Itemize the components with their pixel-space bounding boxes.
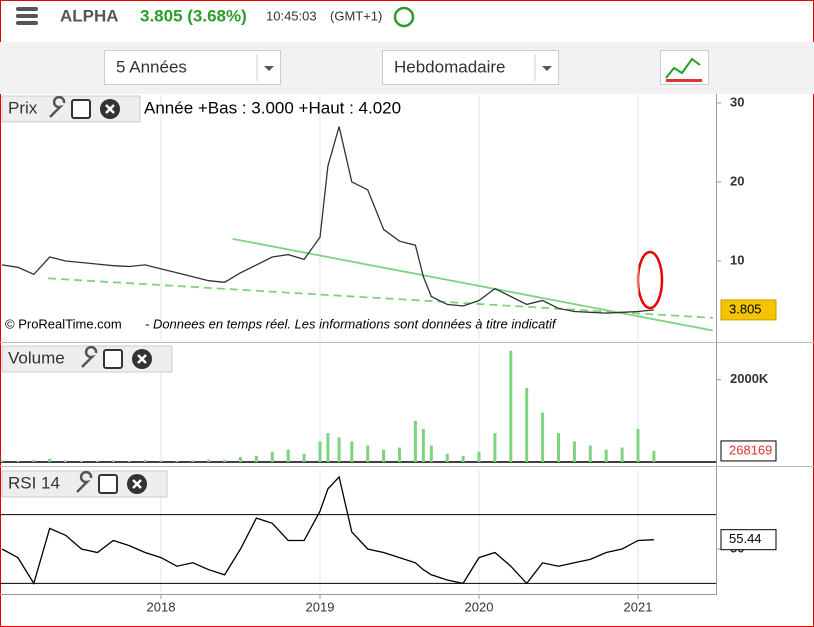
wrench-icon[interactable]: [49, 95, 66, 118]
volume-bar: [366, 445, 370, 462]
x-tick-label: 2021: [624, 599, 653, 614]
subtitle: Année +Bas : 3.000 +Haut : 4.020: [144, 98, 401, 117]
volume-bar: [207, 459, 211, 462]
volume-bar: [557, 433, 560, 462]
volume-bar: [64, 460, 68, 462]
last-value-tag: [720, 440, 777, 462]
volume-bar: [636, 429, 640, 462]
volume-bar: [337, 437, 341, 462]
line: [1, 126, 654, 314]
volume-bar: [254, 455, 258, 462]
interval: Hebdomadaire: [394, 57, 506, 76]
volume-bar: [175, 460, 179, 462]
annotation: - Donnees en temps réel. Les information…: [145, 316, 557, 331]
volume-bar: [191, 460, 195, 462]
volume-bar: [493, 433, 497, 462]
clock-icon[interactable]: [393, 6, 415, 28]
volume-bar: [48, 458, 52, 462]
x-tick-label: 2020: [465, 599, 494, 614]
volume-bar: [111, 460, 115, 462]
volume-bar: [413, 420, 417, 462]
y-tick-label: 30: [730, 94, 744, 109]
panel-title: RSI 14: [8, 473, 60, 492]
volume-bar: [382, 449, 386, 462]
volume-bar: [302, 453, 306, 462]
last-value: 268169: [729, 442, 772, 457]
quote: 3.805 (3.68%): [140, 6, 247, 25]
last-value-tag: [720, 529, 777, 551]
volume-bar: [318, 441, 322, 462]
volume-bar: [16, 460, 20, 462]
volume-bar: [398, 447, 401, 462]
volume-bar: [541, 412, 545, 462]
volume-bar: [270, 451, 274, 462]
last-value-tag: [720, 299, 777, 321]
trendline: [48, 277, 713, 319]
volume-bar: [525, 387, 529, 462]
line: [1, 475, 654, 585]
volume-bar: [223, 459, 227, 462]
volume-bar: [588, 445, 592, 462]
close-cross: [137, 354, 147, 364]
volume-bar: [445, 453, 449, 462]
x-tick-label: 2019: [306, 599, 335, 614]
trendline: [232, 237, 713, 332]
hamburger[interactable]: [16, 7, 38, 25]
last-value: 3.805: [729, 301, 762, 316]
period-select[interactable]: [104, 50, 281, 85]
wrench-icon[interactable]: [76, 470, 93, 493]
volume-bar: [620, 447, 624, 462]
y-tick-label: 2000K: [730, 371, 769, 386]
symbol: ALPHA: [60, 6, 119, 25]
volume-bar: [421, 429, 425, 462]
interval-select[interactable]: [382, 50, 559, 85]
volume-bar: [239, 457, 242, 462]
volume-bar: [461, 455, 465, 462]
volume-bar: [32, 459, 36, 462]
volume-bar: [143, 459, 147, 462]
volume-bar: [604, 449, 608, 462]
annotation: © ProRealTime.com: [5, 316, 122, 331]
volume-bar: [509, 350, 513, 462]
volume-bar: [652, 450, 656, 462]
timezone: (GMT+1): [330, 8, 382, 23]
period: 5 Années: [116, 57, 187, 76]
volume-bar: [286, 449, 290, 462]
indicator-button[interactable]: [660, 50, 709, 85]
window-icon[interactable]: [98, 474, 118, 494]
volume-bar: [350, 441, 354, 462]
x-tick-label: 2018: [147, 599, 176, 614]
volume-bar: [127, 460, 131, 462]
volume-bar: [429, 445, 433, 462]
panel-title: Prix: [8, 98, 38, 117]
y-tick-label: 10: [730, 252, 744, 267]
volume-bar: [572, 441, 576, 462]
volume-bar: [477, 451, 481, 462]
volume-bar: [159, 460, 163, 462]
volume-bar: [326, 433, 330, 462]
wrench-icon[interactable]: [81, 345, 98, 368]
y-tick-label: 20: [730, 173, 744, 188]
window-icon[interactable]: [71, 99, 91, 119]
volume-bar: [95, 460, 99, 462]
time: 10:45:03: [266, 8, 317, 23]
volume-bar: [80, 460, 83, 462]
close-cross: [132, 479, 142, 489]
window-icon[interactable]: [103, 349, 123, 369]
close-cross: [105, 104, 115, 114]
volume-bar: [0, 460, 4, 462]
panel-title: Volume: [8, 348, 65, 367]
last-value: 55.44: [729, 531, 762, 546]
